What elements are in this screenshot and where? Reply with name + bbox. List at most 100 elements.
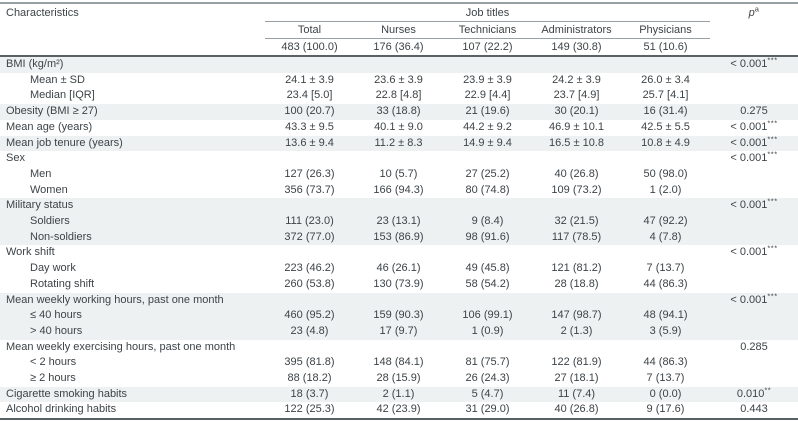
cell-value: 46 (26.1): [376, 262, 421, 275]
cell-value: [532, 198, 621, 214]
cell-p-value: [710, 167, 798, 183]
row-label: Alcohol drinking habits: [0, 402, 265, 421]
significance-marker: ***: [767, 151, 778, 159]
table-row: Soldiers 111 (23.0) 23 (13.1) 9 (8.4) 32 (21…: [0, 214, 798, 230]
cell-value: 10.8 ± 4.9: [641, 136, 690, 149]
cell-p-value: < 0.001***: [730, 151, 778, 165]
cell-value: 17 (9.7): [379, 324, 418, 337]
cell-value: 111 (23.0): [285, 215, 334, 228]
cell-value: 16 (31.4): [643, 105, 688, 118]
cell-p-value: [710, 214, 798, 230]
significance-marker: **: [764, 386, 772, 395]
cell-value: 80 (74.8): [465, 183, 510, 196]
row-label: Women: [30, 183, 68, 196]
cell-value: 153 (86.9): [373, 230, 424, 243]
cell-p-value: [710, 230, 798, 246]
cell-value: 159 (90.3): [373, 309, 424, 322]
col-count: 107 (22.2): [443, 38, 532, 57]
cell-p-value: 0.010**: [736, 386, 772, 400]
table-row: Rotating shift 260 (53.8) 130 (73.9) 58 (54…: [0, 277, 798, 293]
table-row: Mean weekly working hours, past one mont…: [0, 292, 798, 309]
cell-value: 33 (18.8): [376, 105, 421, 118]
row-label: ≥ 2 hours: [30, 372, 76, 385]
cell-value: 9 (8.4): [471, 215, 504, 228]
cell-value: 3 (5.9): [649, 324, 682, 337]
cell-value: [532, 293, 621, 309]
cell-value: [265, 245, 354, 261]
row-label: Sex: [6, 152, 25, 165]
cell-value: [443, 198, 532, 214]
cell-value: 109 (73.2): [551, 183, 602, 196]
cell-value: 23.7 [4.9]: [553, 89, 600, 102]
row-label: > 40 hours: [30, 324, 83, 337]
cell-value: 25.7 [4.1]: [642, 89, 689, 102]
cell-value: 11 (7.4): [557, 387, 596, 400]
col-header-technicians: Technicians: [443, 21, 532, 39]
table-row: Mean ± SD 24.1 ± 3.9 23.6 ± 3.9 23.9 ± 3.9 2…: [0, 73, 798, 89]
table-row: Mean job tenure (years) 13.6 ± 9.4 11.2 ± …: [0, 135, 798, 152]
table-row: Cigarette smoking habits 18 (3.7) 2 (1.1) 5…: [0, 386, 798, 403]
col-count: 483 (100.0): [265, 38, 354, 57]
cell-value: 47 (92.2): [643, 215, 688, 228]
row-label: Men: [30, 167, 52, 180]
cell-value: 2 (1.3): [560, 324, 593, 337]
cell-value: 223 (46.2): [284, 262, 335, 275]
cell-value: [532, 245, 621, 261]
table-row: Work shift < 0.001***: [0, 245, 798, 261]
table-row: Mean age (years) 43.3 ± 9.5 40.1 ± 9.0 44.2…: [0, 120, 798, 136]
cell-p-value: < 0.001***: [730, 198, 778, 212]
cell-value: 28 (18.8): [554, 277, 599, 290]
col-header-nurses: Nurses: [354, 21, 443, 39]
table-row: Military status < 0.001***: [0, 198, 798, 215]
col-header-p-value: pa: [710, 3, 798, 57]
cell-p-value: [710, 277, 798, 293]
cell-value: 1 (2.0): [649, 183, 682, 196]
significance-marker: ***: [767, 245, 778, 253]
cell-value: 14.9 ± 9.4: [463, 136, 512, 149]
cell-value: 26 (24.3): [465, 372, 510, 385]
significance-marker: ***: [767, 292, 778, 300]
cell-value: 32 (21.5): [554, 215, 599, 228]
cell-value: [354, 151, 443, 167]
cell-value: [621, 198, 710, 214]
col-group-header-job-titles: Job titles: [265, 3, 711, 22]
table-row: BMI (kg/m²) < 0.001***: [0, 56, 798, 73]
cell-value: 117 (78.5): [551, 230, 602, 243]
col-header-administrators: Administrators: [532, 21, 621, 39]
col-count: 176 (36.4): [354, 38, 443, 57]
row-label: Work shift: [6, 246, 55, 259]
cell-p-value: [710, 308, 798, 324]
cell-value: [621, 151, 710, 167]
cell-value: 28 (15.9): [376, 372, 421, 385]
cell-value: 147 (98.7): [551, 309, 602, 322]
cell-value: [354, 293, 443, 309]
cell-p-value: 0.285: [740, 340, 768, 353]
cell-value: 43.3 ± 9.5: [285, 120, 334, 133]
table-row: Mean weekly exercising hours, past one m…: [0, 340, 798, 356]
cell-value: [354, 198, 443, 214]
cell-value: 11.2 ± 8.3: [374, 136, 423, 149]
cell-value: 26.0 ± 3.4: [641, 73, 690, 86]
cell-p-value: 0.443: [710, 402, 798, 421]
table-row: ≥ 2 hours 88 (18.2) 28 (15.9) 26 (24.3) 27 (…: [0, 371, 798, 387]
cell-value: [443, 151, 532, 167]
cell-value: 13.6 ± 9.4: [285, 136, 334, 149]
table-row: Obesity (BMI ≥ 27) 100 (20.7) 33 (18.8) 21 …: [0, 104, 798, 120]
table-row: Median [IQR] 23.4 [5.0] 22.8 [4.8] 22.9 [4.…: [0, 88, 798, 104]
cell-value: 372 (77.0): [284, 230, 335, 243]
cell-value: 23.9 ± 3.9: [463, 73, 512, 86]
row-label: Mean ± SD: [30, 73, 85, 86]
cell-value: 31 (29.0): [443, 402, 532, 421]
cell-value: 24.2 ± 3.9: [552, 73, 601, 86]
cell-value: 121 (81.2): [551, 262, 602, 275]
cell-value: [265, 198, 354, 214]
cell-value: 44.2 ± 9.2: [463, 120, 512, 133]
col-header-total: Total: [265, 21, 354, 39]
cell-value: [532, 151, 621, 167]
cell-value: [265, 151, 354, 167]
cell-p-value: [710, 183, 798, 199]
cell-value: 130 (73.9): [373, 277, 424, 290]
row-label: Soldiers: [30, 215, 70, 228]
col-header-characteristics: Characteristics: [0, 3, 265, 57]
cell-value: 4 (7.8): [649, 230, 682, 243]
